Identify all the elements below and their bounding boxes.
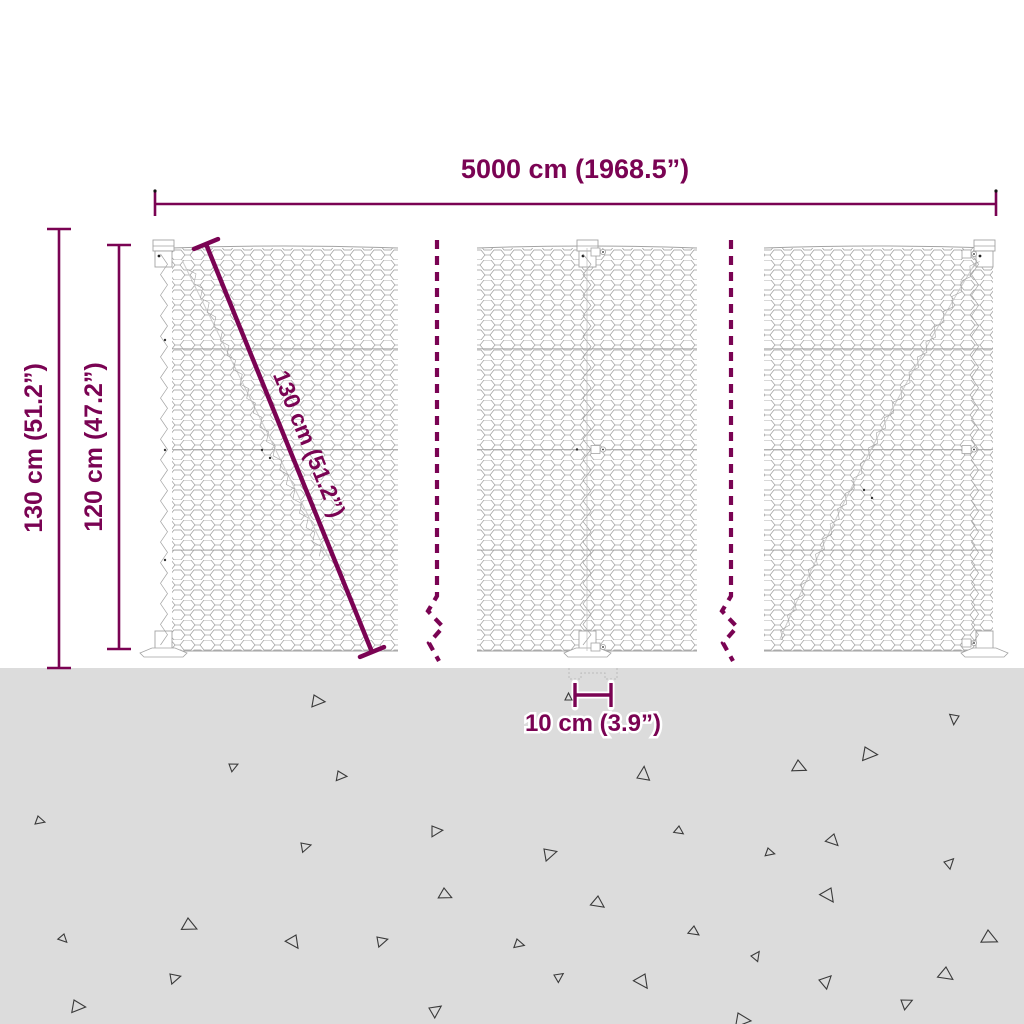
- svg-text:10 cm (3.9”): 10 cm (3.9”): [525, 710, 661, 737]
- svg-text:130 cm (51.2”): 130 cm (51.2”): [20, 363, 48, 533]
- svg-text:5000 cm (1968.5”): 5000 cm (1968.5”): [461, 154, 689, 184]
- svg-text:120 cm (47.2”): 120 cm (47.2”): [80, 362, 108, 532]
